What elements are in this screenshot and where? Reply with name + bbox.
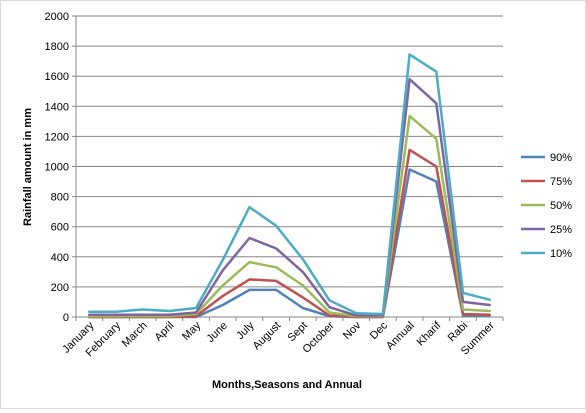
legend-label: 25%: [550, 224, 572, 236]
y-tick-label: 2000: [45, 11, 69, 23]
x-tick-label: Annual: [384, 320, 417, 353]
x-tick-label: Kharif: [415, 319, 444, 348]
y-tick-label: 400: [51, 252, 69, 264]
x-tick-label: Nov: [341, 319, 364, 342]
legend-label: 90%: [550, 152, 572, 164]
legend-label: 10%: [550, 248, 572, 260]
x-axis-title: Months,Seasons and Annual: [212, 379, 362, 391]
y-tick-label: 0: [63, 312, 69, 324]
y-tick-label: 1000: [45, 162, 69, 174]
y-axis-title: Rainfall amount in mm: [22, 108, 34, 226]
x-tick-label: August: [251, 320, 284, 353]
legend: 90% 75% 50% 25% 10%: [521, 152, 572, 260]
x-tick-label: July: [234, 319, 257, 342]
y-tick-label: 800: [51, 192, 69, 204]
x-tick-label: June: [205, 320, 230, 345]
legend-label: 75%: [550, 176, 572, 188]
y-tick-label: 1200: [45, 131, 69, 143]
y-tick-label: 200: [51, 282, 69, 294]
y-tick-labels: 0 200 400 600 800 1000 1200 1400 1600 1800 2000: [45, 11, 69, 324]
y-tick-label: 1600: [45, 71, 69, 83]
gridlines: [76, 15, 503, 288]
x-tick-label: April: [152, 320, 176, 344]
y-tick-label: 600: [51, 222, 69, 234]
legend-label: 50%: [550, 200, 572, 212]
series-lines: [88, 53, 491, 319]
series-line: [88, 114, 491, 318]
series-line: [88, 77, 491, 317]
y-tick-label: 1800: [45, 41, 69, 53]
series-line: [88, 148, 491, 319]
x-tick-label: May: [180, 319, 204, 343]
series-line: [88, 53, 491, 316]
y-tick-label: 1400: [45, 101, 69, 113]
axes: [72, 15, 504, 321]
x-tick-label: Dec: [368, 319, 391, 342]
x-tick-label: March: [120, 320, 150, 350]
